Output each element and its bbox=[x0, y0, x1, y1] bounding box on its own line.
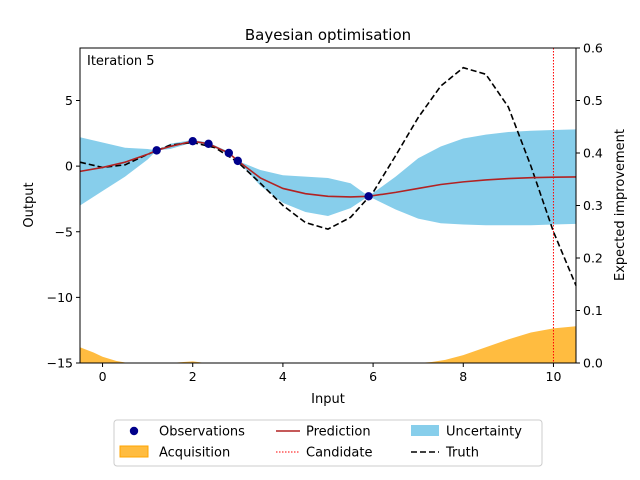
y-tick-label: −10 bbox=[47, 290, 73, 305]
observation-point bbox=[152, 146, 161, 155]
observation-point bbox=[233, 156, 243, 166]
legend: Observations Acquisition Prediction Candida… bbox=[113, 419, 543, 467]
legend-label-uncertainty: Uncertainty bbox=[446, 425, 522, 440]
uncertainty-band bbox=[80, 129, 576, 226]
y2-tick-label: 0.3 bbox=[583, 198, 603, 213]
acquisition-layer bbox=[80, 326, 576, 363]
plot-area bbox=[79, 47, 577, 364]
y-axis-right: 0.0 0.1 0.2 0.3 0.4 0.5 0.6 bbox=[576, 41, 603, 371]
legend-label-observations: Observations bbox=[159, 425, 245, 440]
iteration-annotation: Iteration 5 bbox=[87, 54, 155, 69]
y-axis-left: −15 −10 −5 0 5 bbox=[47, 93, 80, 371]
y2-axis-label: Expected improvement bbox=[613, 129, 628, 281]
observation-point bbox=[224, 148, 233, 158]
legend-label-acquisition: Acquisition bbox=[159, 446, 230, 461]
x-axis: 0 2 4 6 8 10 bbox=[99, 363, 562, 384]
chart-title: Bayesian optimisation bbox=[245, 26, 411, 44]
x-tick-label: 2 bbox=[189, 369, 197, 384]
x-tick-label: 8 bbox=[459, 369, 467, 384]
observation-point bbox=[188, 136, 197, 146]
y-axis-label: Output bbox=[22, 182, 37, 227]
y2-tick-label: 0.0 bbox=[583, 356, 603, 371]
acquisition-area bbox=[80, 326, 576, 363]
x-tick-label: 6 bbox=[369, 369, 377, 384]
legend-label-candidate: Candidate bbox=[306, 446, 372, 461]
legend-label-prediction: Prediction bbox=[306, 425, 371, 440]
y2-tick-label: 0.6 bbox=[583, 41, 603, 56]
y2-tick-label: 0.1 bbox=[583, 303, 603, 318]
y-tick-label: 5 bbox=[65, 93, 73, 108]
legend-marker-uncertainty bbox=[411, 425, 439, 436]
legend-label-truth: Truth bbox=[445, 446, 479, 461]
observations-layer bbox=[152, 136, 373, 201]
x-tick-label: 0 bbox=[99, 369, 107, 384]
observation-point bbox=[204, 139, 213, 149]
observation-point bbox=[364, 192, 373, 201]
uncertainty-layer bbox=[80, 129, 576, 226]
x-tick-label: 10 bbox=[546, 369, 562, 384]
x-axis-label: Input bbox=[311, 392, 345, 407]
x-tick-label: 4 bbox=[279, 369, 287, 384]
y-tick-label: −15 bbox=[47, 356, 73, 371]
y-tick-label: −5 bbox=[55, 224, 73, 239]
y2-tick-label: 0.5 bbox=[583, 93, 603, 108]
legend-marker-observations bbox=[129, 426, 139, 436]
y2-tick-label: 0.2 bbox=[583, 251, 603, 266]
legend-marker-acquisition bbox=[119, 445, 149, 458]
legend-items: Observations Acquisition Prediction Candida… bbox=[119, 425, 522, 461]
y-tick-label: 0 bbox=[65, 159, 73, 174]
y2-tick-label: 0.4 bbox=[583, 146, 603, 161]
